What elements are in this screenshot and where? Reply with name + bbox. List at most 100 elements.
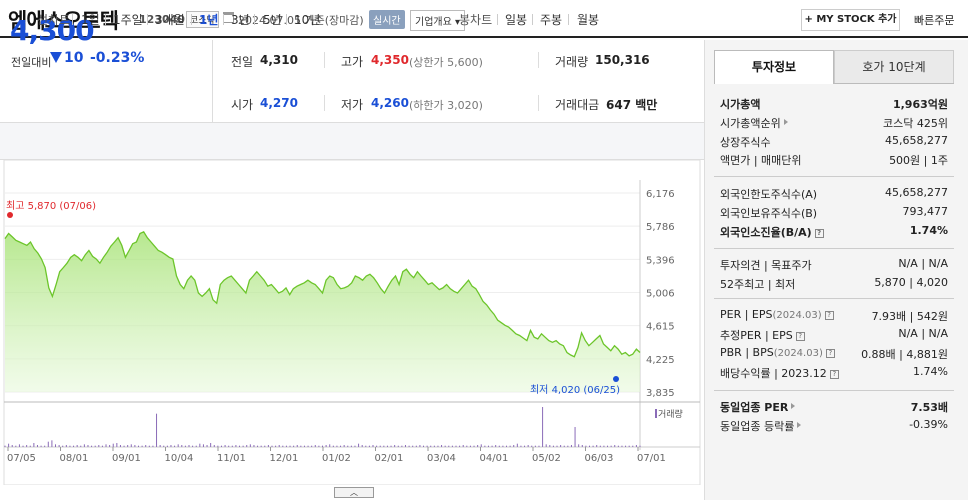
per-period: (2024.03) [772,310,822,321]
x-tick-label: 06/03 [585,453,614,464]
help-icon[interactable]: ? [795,332,805,341]
y-tick-label: 5,396 [646,255,675,266]
opinion-value: N/A | N/A [898,257,948,270]
market-cap-rank-value: 코스닥 425위 [883,117,948,130]
y-axis: 6,176 5,786 5,396 5,006 4,615 4,225 3,835 [646,189,675,399]
x-tick-label: 05/02 [532,453,561,464]
line-chart-label: 선차트 [37,13,71,27]
divider [538,95,539,111]
x-tick-label: 08/01 [60,453,89,464]
divider [212,40,213,122]
x-tick-label: 04/01 [480,453,509,464]
tab-period-10y[interactable]: 10년 [294,13,321,27]
x-tick-label: 10/04 [165,453,194,464]
dividend-label: 배당수익률 | 2023.12 [720,367,827,380]
per-label: PER | EPS [720,308,773,321]
foreign-hold-label: 외국인보유주식수(B) [720,207,818,220]
price-chart[interactable]: 6,176 5,786 5,396 5,006 4,615 4,225 3,835 07/0… [0,160,704,485]
sector-change-link[interactable]: 동일업종 등락률 [720,418,802,434]
foreign-limit-label: 외국인한도주식수(A) [720,188,818,201]
min-label: 최저 4,020 (06/25) [530,384,620,396]
tab-candle-daily[interactable]: 일봉 [505,13,528,27]
add-mystock-button[interactable]: + MY STOCK 추가 [801,9,900,31]
x-tick-label: 12/01 [270,453,299,464]
market-cap-label: 시가총액 [720,98,761,111]
sector-change-value: -0.39% [909,418,948,431]
per-value: 7.93배 | 542원 [871,310,948,323]
date-label: 2024.07.05 기준(장마감) [238,14,364,27]
quick-order-link[interactable]: 빠른주문 [914,14,955,27]
par-value: 500원 | 1주 [889,154,948,167]
x-axis: 07/05 08/01 09/01 10/04 11/01 12/01 01/02 02/01… [7,447,666,464]
x-tick-label: 01/02 [322,453,351,464]
x-tick-label: 02/01 [375,453,404,464]
pbr-label: PBR | BPS [720,346,774,359]
stock-header [0,0,968,38]
volume-label: 거래량 [555,55,589,69]
divider [834,83,954,84]
invest-info-panel [704,40,968,500]
chevron-right-icon [783,119,788,125]
pbr-row: PBR | BPS(2024.03)? [720,346,835,359]
help-icon[interactable]: ? [825,349,835,358]
tab-period-3y[interactable]: 3년 [231,13,250,27]
x-tick-label: 07/01 [637,453,666,464]
amount-label: 거래대금 [555,98,600,112]
tab-invest-info[interactable]: 투자정보 [714,50,834,84]
shares-label: 상장주식수 [720,136,771,149]
est-per-label: 추정PER | EPS [720,329,793,342]
week52-value: 5,870 | 4,020 [874,276,948,289]
market-cap-rank-label: 시가총액순위 [720,117,781,130]
foreign-ratio-row: 외국인소진율(B/A)? [720,224,824,240]
current-price: 4,300 [10,14,95,47]
help-icon[interactable]: ? [829,370,839,379]
shares-value: 45,658,277 [885,134,948,147]
open-label: 시가 [231,98,254,112]
tab-period-3m[interactable]: 3개월 [155,13,185,27]
volume-legend-mark [655,409,657,418]
par-label: 액면가 | 매매단위 [720,154,802,167]
realtime-badge[interactable]: 실시간 [369,10,405,29]
divider [191,14,192,25]
divider [223,14,224,25]
chevron-right-icon [791,403,796,409]
company-info-dropdown[interactable]: 기업개요 ▾ [410,10,466,31]
per-row: PER | EPS(2024.03)? [720,308,834,321]
divider [147,14,148,25]
sector-per-link[interactable]: 동일업종 PER [720,399,796,415]
y-tick-label: 6,176 [646,189,675,200]
company-name[interactable]: 엠에스오토텍 [8,9,119,33]
divider [497,14,498,25]
tab-period-5y[interactable]: 5년 [263,13,282,27]
change-rate: -0.23% [90,50,145,66]
foreign-limit-value: 45,658,277 [885,186,948,199]
low-value: 4,260 [371,96,409,110]
help-icon[interactable]: ? [824,311,834,320]
foreign-ratio-label: 외국인소진율(B/A) [720,226,812,239]
chart-frame [3,160,701,485]
tab-period-1w[interactable]: 1주일 [113,13,143,27]
divider [714,298,954,299]
sector-change-label: 동일업종 등락률 [720,420,795,433]
divider [714,390,954,391]
tab-hoga-10[interactable]: 호가 10단계 [834,50,954,84]
collapse-chart-button[interactable]: ︿ [334,487,374,498]
est-per-value: N/A | N/A [898,327,948,340]
change-label: 전일대비 [11,56,52,69]
pbr-period: (2024.03) [773,348,823,359]
y-tick-label: 5,786 [646,222,675,233]
tab-period-1y[interactable]: 1년 [199,13,219,27]
sector-per-label: 동일업종 PER [720,401,789,414]
y-tick-label: 4,225 [646,355,675,366]
tab-candle-monthly[interactable]: 월봉 [577,13,600,27]
divider [324,52,325,68]
max-label: 최고 5,870 (07/06) [6,200,96,212]
divider [254,14,255,25]
tab-candle-weekly[interactable]: 주봉 [540,13,563,27]
help-icon[interactable]: ? [814,229,824,238]
candle-chart-label: 봉차트 [459,13,493,27]
tab-period-1d[interactable]: 1일 [81,13,100,27]
volume-value: 150,316 [595,53,650,67]
low-label: 저가 [341,98,364,112]
market-cap-rank-link[interactable]: 시가총액순위 [720,115,788,131]
